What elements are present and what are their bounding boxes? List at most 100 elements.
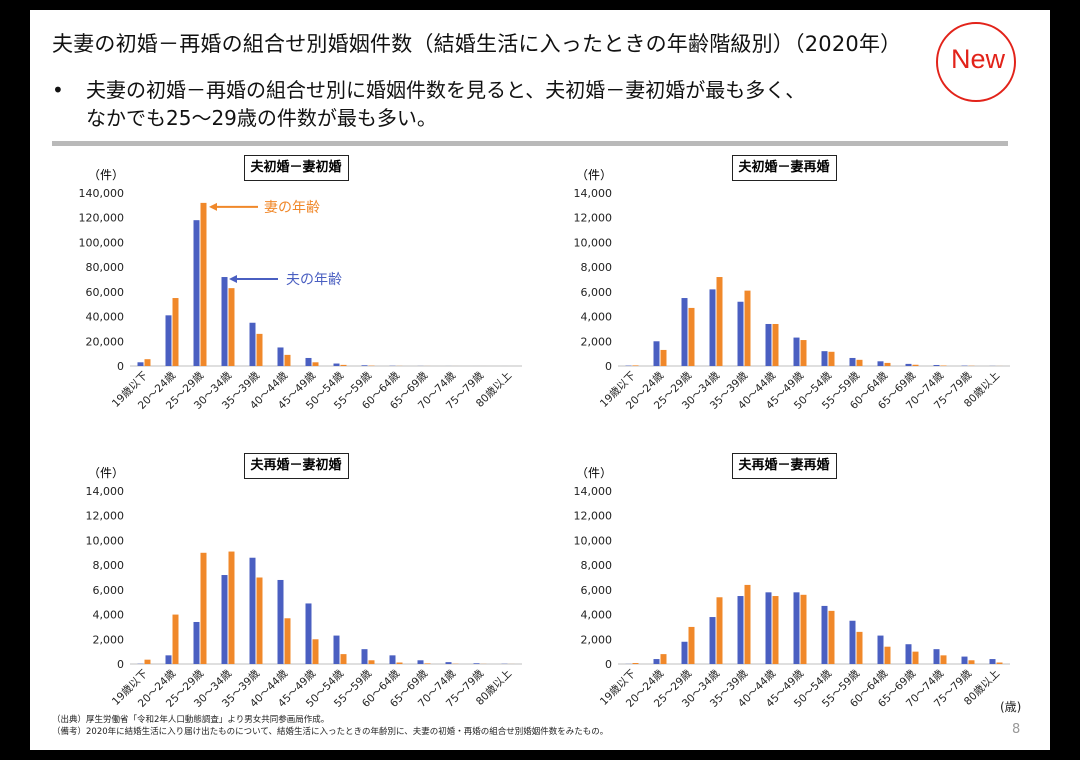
- bar-wife: [228, 288, 235, 366]
- bar-wife: [172, 614, 179, 664]
- y-tick-label: 6,000: [581, 286, 613, 299]
- chart-svg: 02,0004,0006,0008,00010,00012,00014,0001…: [574, 187, 1010, 412]
- bar-wife: [660, 349, 667, 366]
- bar-wife: [912, 364, 919, 366]
- y-tick-label: 0: [117, 360, 124, 373]
- lead-text: 夫妻の初婚－再婚の組合せ別に婚姻件数を見ると、夫初婚－妻初婚が最も多く、 なかで…: [86, 76, 805, 132]
- bar-husband: [165, 655, 172, 664]
- bar-husband: [681, 641, 688, 664]
- bar-husband: [361, 649, 368, 664]
- y-tick-label: 2,000: [581, 335, 613, 348]
- bar-husband: [165, 315, 172, 366]
- bullet-icon: •: [52, 78, 64, 102]
- bar-wife: [968, 660, 975, 664]
- bar-husband: [361, 365, 368, 366]
- y-tick-label: 40,000: [86, 311, 125, 324]
- bar-husband: [473, 663, 480, 664]
- y-tick-label: 2,000: [581, 633, 613, 646]
- y-tick-label: 0: [605, 658, 612, 671]
- bar-wife: [688, 626, 695, 664]
- slide: 夫妻の初婚－再婚の組合せ別婚姻件数（結婚生活に入ったときの年齢階級別）（2020…: [30, 10, 1050, 750]
- bar-wife: [660, 654, 667, 664]
- bar-wife: [256, 333, 263, 366]
- bar-wife: [800, 594, 807, 664]
- bar-husband: [193, 220, 200, 366]
- bar-wife: [744, 290, 751, 366]
- bar-wife: [772, 323, 779, 366]
- bar-wife: [884, 362, 891, 366]
- bar-husband: [249, 557, 256, 664]
- bar-wife: [284, 618, 291, 664]
- new-badge-label: New: [950, 44, 1005, 74]
- bar-husband: [737, 596, 744, 664]
- age-unit-label: (歳): [1000, 700, 1022, 714]
- y-tick-label: 6,000: [93, 584, 125, 597]
- y-tick-label: 6,000: [581, 584, 613, 597]
- bar-husband: [849, 620, 856, 664]
- bar-husband: [989, 659, 996, 664]
- y-unit-label: （件）: [88, 466, 125, 480]
- bar-husband: [793, 592, 800, 664]
- bar-husband: [305, 603, 312, 664]
- bar-wife: [772, 596, 779, 664]
- chart-first-first: 夫初婚－妻初婚 （件） 0 20,000 40,000 60,000 80,000 100,0…: [52, 155, 532, 440]
- bar-wife: [632, 663, 639, 664]
- divider: [52, 141, 1008, 146]
- bar-husband: [653, 659, 660, 664]
- bar-husband: [821, 351, 828, 366]
- y-tick-label: 8,000: [581, 261, 613, 274]
- bar-wife: [368, 660, 375, 664]
- bar-wife: [632, 365, 639, 366]
- husband-age-label: 夫の年齢: [286, 272, 342, 288]
- footnotes: （出典）厚生労働省「令和2年人口動態調査」より男女共同参画局作成。 （備考）20…: [52, 714, 608, 738]
- bar-wife: [424, 663, 431, 664]
- bar-husband: [821, 605, 828, 664]
- lead-line-1: 夫妻の初婚－再婚の組合せ別に婚姻件数を見ると、夫初婚－妻初婚が最も多く、: [86, 78, 806, 102]
- bar-husband: [389, 655, 396, 664]
- bar-wife: [828, 351, 835, 366]
- bar-wife: [688, 307, 695, 366]
- bar-husband: [653, 341, 660, 366]
- y-tick-label: 0: [117, 658, 124, 671]
- bar-husband: [277, 347, 284, 366]
- bar-wife: [940, 655, 947, 664]
- bar-husband: [305, 357, 312, 366]
- bar-husband: [961, 656, 968, 664]
- lead-line-2: なかでも25～29歳の件数が最も多い。: [86, 106, 437, 130]
- bar-wife: [396, 662, 403, 664]
- bar-husband: [333, 363, 340, 366]
- bar-wife: [340, 364, 347, 366]
- bar-wife: [828, 610, 835, 664]
- chart-svg: 0 20,000 40,000 60,000 80,000 100,000 120,000 1…: [79, 187, 522, 412]
- bar-wife: [856, 631, 863, 664]
- page-number: 8: [1012, 722, 1021, 737]
- bar-husband: [681, 298, 688, 366]
- y-tick-label: 10,000: [574, 534, 613, 547]
- y-tick-label: 14,000: [86, 485, 125, 498]
- bar-wife: [716, 277, 723, 366]
- bar-husband: [709, 289, 716, 366]
- y-unit-label: （件）: [576, 466, 613, 480]
- bar-wife: [884, 646, 891, 664]
- bar-husband: [793, 337, 800, 366]
- bar-wife: [744, 584, 751, 664]
- bar-husband: [333, 635, 340, 664]
- bar-wife: [856, 359, 863, 366]
- remark-note: （備考）2020年に結婚生活に入り届け出たものについて、結婚生活に入ったときの年…: [52, 727, 609, 737]
- bar-husband: [877, 635, 884, 664]
- chart-title: 夫再婚－妻再婚: [731, 453, 837, 479]
- y-tick-label: 4,000: [581, 311, 613, 324]
- chart-remarriage-first: 夫再婚－妻初婚 （件） 0 2,000 4,000 6,000 8,000 10,000 12,…: [52, 453, 532, 738]
- bar-wife: [996, 662, 1003, 664]
- bar-husband: [877, 361, 884, 366]
- bar-wife: [144, 359, 151, 366]
- husband-arrow-icon: [229, 275, 237, 284]
- y-tick-label: 12,000: [574, 510, 613, 523]
- chart-remarriage-remarriage: 夫再婚－妻再婚 （件） 0 2,000 4,000 6,000 8,000 10,000 12,…: [540, 453, 1020, 738]
- bar-husband: [193, 621, 200, 664]
- y-tick-label: 4,000: [581, 609, 613, 622]
- bar-husband: [137, 362, 144, 366]
- bar-wife: [228, 551, 235, 664]
- y-tick-label: 14,000: [574, 187, 613, 200]
- bar-wife: [716, 597, 723, 664]
